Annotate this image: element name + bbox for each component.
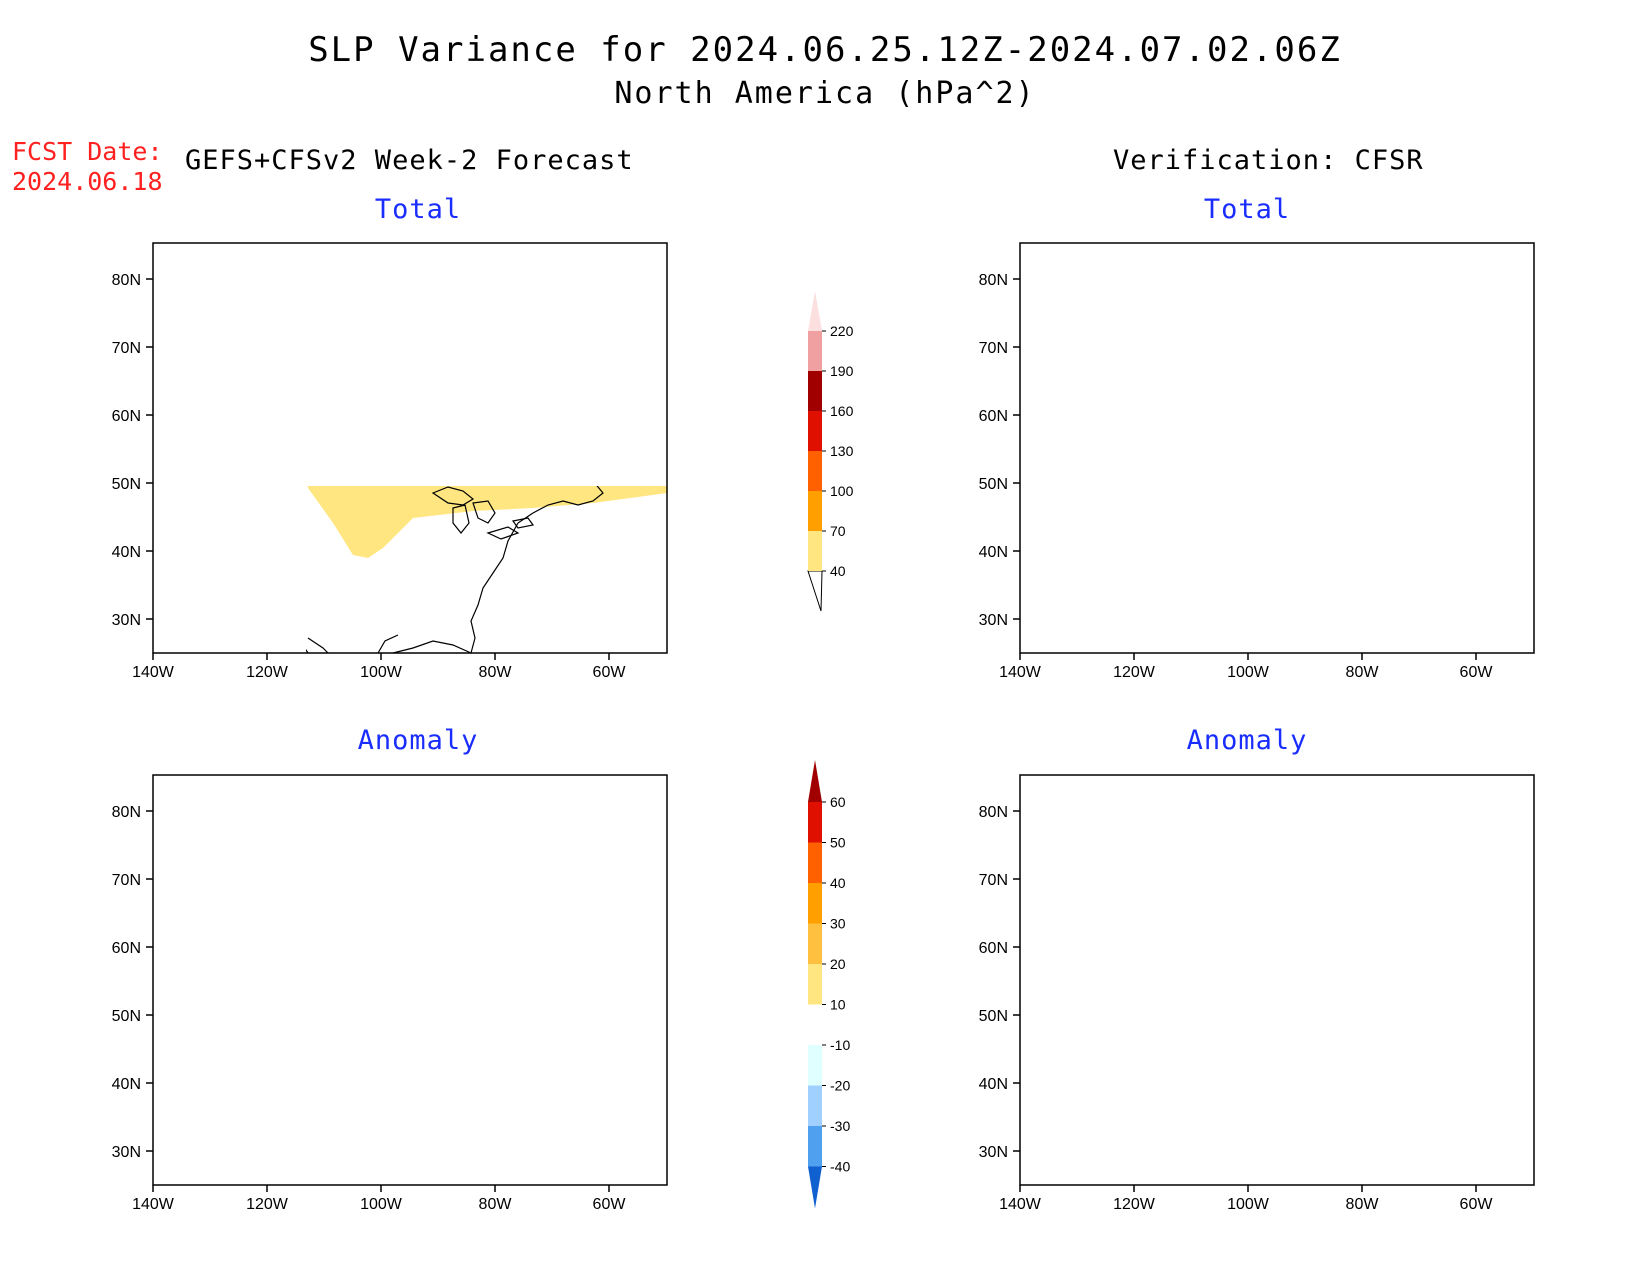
panel-title-verif-anomaly: Anomaly (1186, 725, 1308, 756)
lat-tick-label: 70N (979, 340, 1008, 357)
colorbar-swatch (808, 883, 822, 924)
colorbar-level-label: 70 (830, 523, 846, 539)
colorbar-level-label: 40 (830, 563, 846, 579)
colorbar-swatch (808, 451, 822, 491)
total-colorbar: 40 70 100 130 160 190 220 (807, 291, 854, 612)
lon-tick-label: 80W (1346, 1196, 1380, 1213)
lon-tick-label: 60W (1460, 1196, 1494, 1213)
map-panel-verif-total (1012, 242, 1535, 661)
lat-tick-label: 70N (112, 340, 141, 357)
colorbar-swatch (808, 1004, 822, 1045)
lat-tick-label: 80N (112, 804, 141, 821)
lon-tick-label: 120W (246, 1196, 289, 1213)
lat-tick-label: 40N (112, 544, 141, 561)
colorbar-swatch (808, 331, 822, 371)
colorbar-swatch (808, 964, 822, 1005)
colorbar-swatch (808, 491, 822, 531)
lon-tick-label: 100W (360, 1196, 403, 1213)
fcst-date-label: FCST Date: (12, 137, 163, 166)
lon-tick-label: 120W (246, 664, 289, 681)
lat-tick-label: 60N (979, 940, 1008, 957)
lon-tick-label: 100W (360, 664, 403, 681)
colorbar-swatch (808, 291, 822, 331)
lat-tick-label: 70N (112, 872, 141, 889)
lat-tick-label: 80N (112, 272, 141, 289)
lon-tick-label: 140W (132, 664, 175, 681)
lon-tick-label: 80W (479, 664, 513, 681)
panel-title-fcst-anomaly: Anomaly (357, 725, 479, 756)
lon-tick-label: 60W (593, 664, 627, 681)
lat-tick-label: 50N (979, 1008, 1008, 1025)
lat-tick-label: 80N (979, 272, 1008, 289)
lon-tick-label: 140W (999, 664, 1042, 681)
colorbar-level-label: -40 (830, 1159, 850, 1175)
lat-tick-label: 30N (112, 612, 141, 629)
lat-tick-label: 80N (979, 804, 1008, 821)
lat-tick-label: 50N (112, 476, 141, 493)
colorbar-swatch (808, 371, 822, 411)
lon-tick-label: 80W (1346, 664, 1380, 681)
lon-tick-label: 100W (1227, 1196, 1270, 1213)
colorbar-swatch (808, 1126, 822, 1167)
lon-tick-label: 80W (479, 1196, 513, 1213)
anomaly-colorbar: 60 50 40 30 20 10 -10 -20 -30 -40 (808, 760, 850, 1209)
lat-tick-label: 40N (112, 1076, 141, 1093)
colorbar-level-label: 50 (830, 835, 846, 851)
map-panel-fcst-anomaly (145, 774, 668, 1193)
colorbar-level-label: 100 (830, 483, 854, 499)
lon-tick-label: 120W (1113, 664, 1156, 681)
right-column-header: Verification: CFSR (1113, 145, 1424, 176)
colorbar-level-label: 220 (830, 323, 854, 339)
colorbar-level-label: -20 (830, 1078, 850, 1094)
left-column-header: GEFS+CFSv2 Week-2 Forecast (185, 145, 634, 176)
lat-tick-label: 40N (979, 1076, 1008, 1093)
lat-tick-label: 70N (979, 872, 1008, 889)
lat-tick-label: 60N (112, 940, 141, 957)
colorbar-swatch (808, 1085, 822, 1126)
colorbar-extension-low (808, 1166, 822, 1209)
lon-tick-label: 60W (593, 1196, 627, 1213)
lon-tick-label: 120W (1113, 1196, 1156, 1213)
colorbar-level-label: 160 (830, 403, 854, 419)
colorbar-level-label: 130 (830, 443, 854, 459)
colorbar-level-label: 10 (830, 997, 846, 1013)
colorbar-level-label: -30 (830, 1118, 850, 1134)
lat-tick-label: 50N (979, 476, 1008, 493)
figure-subtitle: North America (hPa^2) (614, 76, 1036, 111)
colorbar-extension-low (807, 570, 823, 612)
lon-tick-label: 100W (1227, 664, 1270, 681)
colorbar-extension-high (808, 760, 822, 802)
lat-tick-label: 30N (979, 612, 1008, 629)
lon-tick-label: 140W (132, 1196, 175, 1213)
colorbar-level-label: 20 (830, 956, 846, 972)
lat-tick-label: 30N (112, 1144, 141, 1161)
panel-title-verif-total: Total (1203, 194, 1291, 225)
lat-tick-label: 60N (979, 408, 1008, 425)
map-panel-fcst-total (145, 242, 668, 661)
fcst-date-value: 2024.06.18 (12, 167, 163, 196)
colorbar-swatch (808, 802, 822, 843)
lat-tick-label: 60N (112, 408, 141, 425)
lat-tick-label: 50N (112, 1008, 141, 1025)
colorbar-level-label: 190 (830, 363, 854, 379)
colorbar-level-label: 40 (830, 875, 846, 891)
lon-tick-label: 60W (1460, 664, 1494, 681)
panel-title-fcst-total: Total (374, 194, 462, 225)
colorbar-level-label: -10 (830, 1037, 850, 1053)
map-panel-verif-anomaly (1012, 774, 1535, 1193)
colorbar-swatch (808, 842, 822, 883)
figure-title: SLP Variance for 2024.06.25.12Z-2024.07.… (308, 30, 1342, 70)
colorbar-swatch (808, 411, 822, 451)
lat-tick-label: 40N (979, 544, 1008, 561)
colorbar-swatch (808, 923, 822, 964)
colorbar-level-label: 30 (830, 916, 846, 932)
colorbar-swatch (808, 1045, 822, 1086)
colorbar-swatch (808, 531, 822, 571)
colorbar-level-label: 60 (830, 794, 846, 810)
lat-tick-label: 30N (979, 1144, 1008, 1161)
lon-tick-label: 140W (999, 1196, 1042, 1213)
